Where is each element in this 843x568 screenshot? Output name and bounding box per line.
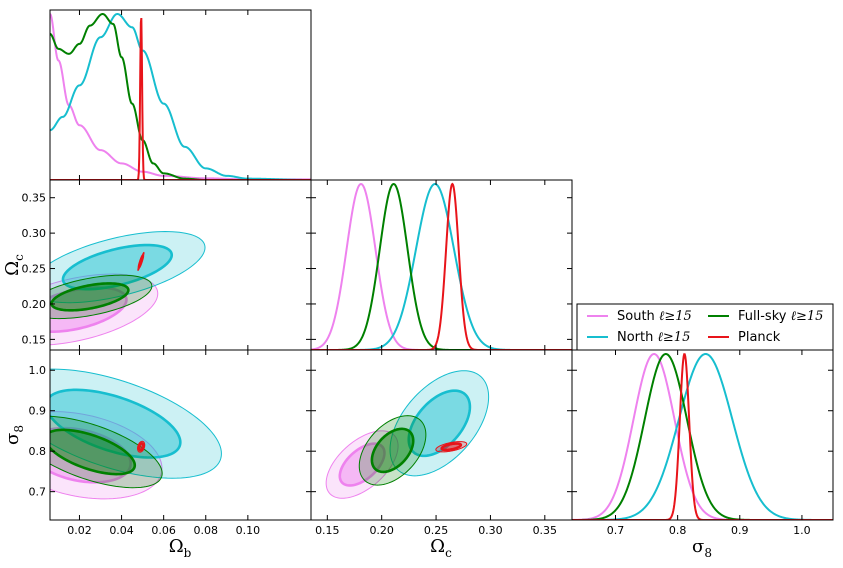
legend-label-fullsky: Full-sky ℓ≥15 [738, 309, 823, 324]
marginal-oc-south [311, 182, 572, 350]
marginal-s8-south [572, 352, 833, 520]
contour-95-ob_s8-north [50, 368, 222, 479]
x-tick-label-ob: 0.04 [109, 524, 134, 537]
joint-panel-ob_oc [49, 179, 312, 351]
y-tick-label-s8: 0.9 [29, 405, 47, 418]
joint-panel-ob_oc-content [50, 231, 206, 346]
contour-68-ob_s8-north [50, 388, 182, 459]
marginal-panel-ob-content [50, 12, 311, 180]
legend-entry-south: South ℓ≥15 [587, 309, 692, 324]
contour-68-ob_s8-fullsky [50, 428, 137, 476]
x-tick-label-oc: 0.20 [369, 524, 394, 537]
joint-panel-ob_s8-content [50, 368, 222, 500]
y-tick-label-oc: 0.15 [22, 333, 47, 346]
y-tick-label-s8: 1.0 [29, 364, 47, 377]
y-axis-label-s8: σ8 [2, 425, 26, 445]
contour-68-oc_s8-planck [440, 442, 463, 452]
y-axis-label-oc: Ωc [2, 254, 26, 276]
x-tick-label-ob: 0.02 [67, 524, 92, 537]
y-tick-label-s8: 0.8 [29, 445, 47, 458]
x-tick-label-oc: 0.15 [315, 524, 340, 537]
x-tick-label-oc: 0.25 [424, 524, 449, 537]
x-tick-label-s8: 0.9 [731, 524, 749, 537]
marginal-s8-north [572, 352, 833, 520]
contour-68-oc_s8-fullsky [370, 427, 415, 474]
legend: South ℓ≥15 North ℓ≥15 Full-sky ℓ≥15 Plan… [576, 303, 834, 351]
x-tick-label-oc: 0.30 [478, 524, 503, 537]
contour-95-oc_s8-north [389, 370, 490, 477]
marginal-panel-s8-frame [571, 349, 834, 521]
joint-panel-oc_s8 [310, 349, 573, 521]
marginal-oc-planck [311, 182, 572, 350]
contour-95-oc_s8-fullsky [358, 415, 427, 486]
legend-label-planck: Planck [738, 330, 781, 345]
joint-panel-oc_s8-content [325, 370, 490, 499]
marginal-ob-planck [50, 17, 311, 180]
x-tick-label-ob: 0.08 [194, 524, 219, 537]
marginal-ob-north [50, 12, 311, 180]
marginal-panel-oc [310, 179, 573, 351]
joint-panel-oc_s8-frame [310, 349, 573, 521]
legend-box [576, 303, 834, 351]
x-axis-label-s8: σ8 [692, 536, 712, 560]
y-tick-label-oc: 0.35 [22, 192, 47, 205]
x-axis-label-oc: Ωc [430, 536, 452, 560]
marginal-panel-ob [49, 9, 312, 181]
marginal-panel-s8-content [572, 352, 833, 520]
contour-68-oc_s8-north [407, 389, 472, 458]
legend-entry-fullsky: Full-sky ℓ≥15 [708, 309, 823, 324]
contour-68-ob_s8-planck [137, 442, 145, 452]
marginal-ob-fullsky [50, 12, 311, 180]
y-tick-label-oc: 0.20 [22, 298, 47, 311]
x-tick-label-s8: 0.8 [669, 524, 687, 537]
contour-95-oc_s8-south [325, 430, 399, 499]
marginal-panel-s8 [571, 349, 834, 521]
joint-panel-ob_s8 [49, 349, 312, 521]
x-tick-label-oc: 0.35 [533, 524, 558, 537]
marginal-panel-oc-frame [310, 179, 573, 351]
marginal-oc-fullsky [311, 182, 572, 350]
marginal-s8-planck [572, 353, 833, 520]
y-tick-label-oc: 0.30 [22, 227, 47, 240]
marginal-s8-fullsky [572, 352, 833, 520]
y-tick-label-s8: 0.7 [29, 486, 47, 499]
x-tick-label-s8: 0.7 [607, 524, 625, 537]
marginal-panel-ob-frame [49, 9, 312, 181]
legend-label-north: North ℓ≥15 [617, 330, 690, 345]
contour-68-ob_oc-planck [137, 254, 145, 269]
marginal-oc-north [311, 183, 572, 350]
x-axis-label-ob: Ωb [169, 536, 192, 560]
y-tick-label-oc: 0.25 [22, 263, 47, 276]
x-tick-label-s8: 1.0 [793, 524, 811, 537]
x-tick-label-ob: 0.10 [236, 524, 261, 537]
legend-entry-north: North ℓ≥15 [587, 330, 690, 345]
legend-entry-planck: Planck [708, 330, 781, 345]
marginal-ob-south [50, 13, 311, 180]
x-tick-label-ob: 0.06 [151, 524, 176, 537]
legend-label-south: South ℓ≥15 [617, 309, 692, 324]
contour-95-ob_oc-south [50, 273, 159, 346]
marginal-panel-oc-content [311, 182, 572, 350]
